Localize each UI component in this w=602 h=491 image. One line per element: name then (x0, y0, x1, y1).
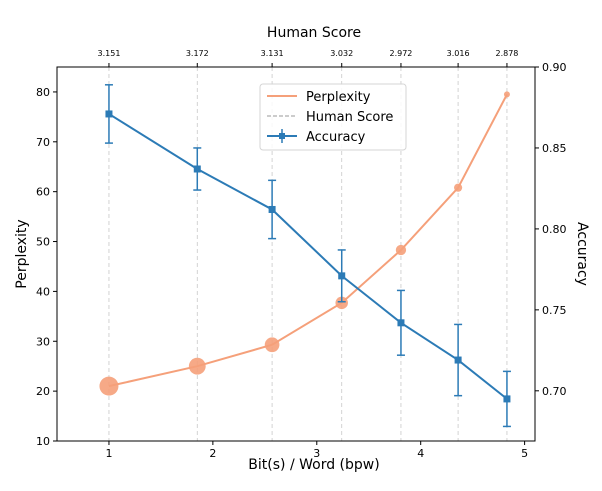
accuracy-point (397, 319, 405, 327)
top-tick-label: 3.032 (330, 49, 353, 58)
perplexity-point (335, 296, 348, 310)
y-tick-right-label: 0.85 (542, 142, 567, 155)
accuracy-point (105, 110, 113, 118)
accuracy-line (108, 113, 508, 400)
y-axis-label: Perplexity (14, 219, 30, 288)
y-tick-right-label: 0.75 (542, 304, 567, 317)
accuracy-point (338, 272, 346, 280)
legend: Perplexity Human Score Accuracy (259, 83, 407, 151)
legend-human-score-label: Human Score (306, 110, 393, 125)
top-tick-label: 3.151 (98, 49, 121, 58)
perplexity-point (188, 357, 206, 375)
accuracy-point (193, 165, 201, 173)
y-tick-label: 30 (36, 335, 50, 348)
perplexity-point (395, 244, 407, 256)
y-tick-label: 10 (36, 435, 50, 448)
y-axis-label-right: Accuracy (574, 222, 590, 286)
y-tick-right-label: 0.80 (542, 223, 567, 236)
accuracy-point (503, 395, 511, 403)
y-tick-label: 70 (36, 136, 50, 149)
perplexity-point (454, 183, 463, 192)
legend-accuracy-label: Accuracy (306, 130, 366, 145)
x-tick-label: 3 (313, 447, 320, 460)
y-tick-label: 60 (36, 186, 50, 199)
perplexity-point (503, 91, 510, 98)
series-layer (99, 84, 511, 428)
y-tick-label: 40 (36, 285, 50, 298)
plot-frame (56, 66, 536, 442)
axes: 1 2 3 4 5 10 20 30 40 50 60 70 80 0.70 0.75 0.80 0.85 0.9… (36, 49, 567, 460)
y-tick-right-label: 0.70 (542, 385, 567, 398)
y-tick-label: 80 (36, 86, 50, 99)
x-tick-label: 5 (521, 447, 528, 460)
top-tick-label: 2.878 (495, 49, 518, 58)
chart-title: Human Score (267, 25, 361, 41)
legend-accuracy-marker (279, 133, 285, 139)
top-tick-label: 2.972 (389, 49, 412, 58)
legend-perplexity-label: Perplexity (306, 90, 371, 105)
perplexity-point (99, 376, 119, 396)
top-tick-label: 3.172 (186, 49, 209, 58)
accuracy-point (268, 205, 276, 213)
y-tick-label: 20 (36, 385, 50, 398)
top-tick-label: 3.016 (447, 49, 470, 58)
y-tick-right-label: 0.90 (542, 61, 567, 74)
x-tick-label: 2 (209, 447, 216, 460)
y-tick-label: 50 (36, 236, 50, 249)
x-tick-label: 4 (417, 447, 424, 460)
legend-box (259, 83, 407, 151)
x-tick-label: 1 (105, 447, 112, 460)
accuracy-point (454, 356, 462, 364)
top-tick-label: 3.131 (261, 49, 284, 58)
perplexity-point (264, 337, 280, 353)
x-axis-label: Bit(s) / Word (bpw) (248, 457, 379, 473)
